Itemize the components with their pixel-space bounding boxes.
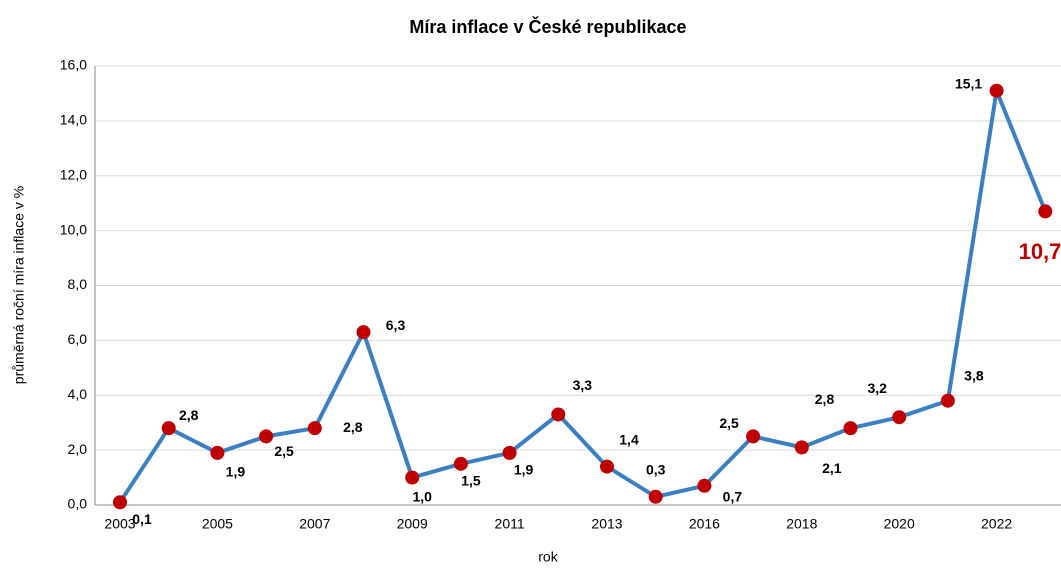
data-label: 0,1 <box>132 511 152 527</box>
data-label: 2,8 <box>815 391 835 407</box>
data-label: 2,5 <box>274 443 294 459</box>
y-tick-label: 2,0 <box>68 441 88 457</box>
marker <box>502 445 517 460</box>
data-label: 3,3 <box>573 377 593 393</box>
x-tick-label: 2007 <box>299 516 330 532</box>
marker <box>259 429 274 444</box>
x-tick-label: 2020 <box>884 516 915 532</box>
y-tick-label: 10,0 <box>60 221 87 237</box>
y-tick-label: 16,0 <box>60 57 87 73</box>
data-label: 3,2 <box>867 380 887 396</box>
data-label: 2,1 <box>822 460 842 476</box>
marker <box>113 495 127 510</box>
y-tick-label: 12,0 <box>60 166 87 182</box>
data-label: 1,9 <box>514 462 534 478</box>
marker <box>161 421 176 436</box>
marker <box>892 410 907 425</box>
marker <box>746 429 761 444</box>
data-label: 2,8 <box>343 419 363 435</box>
marker <box>648 489 663 504</box>
x-tick-label: 2009 <box>397 516 428 532</box>
marker <box>989 83 1004 98</box>
data-label: 2,5 <box>719 415 739 431</box>
x-tick-label: 2018 <box>786 516 817 532</box>
marker <box>307 421 322 436</box>
marker <box>405 470 420 485</box>
x-tick-label: 2022 <box>981 516 1012 532</box>
data-label: 0,7 <box>723 488 743 504</box>
data-label: 2,8 <box>179 407 199 423</box>
marker <box>600 459 614 474</box>
data-label: 1,5 <box>461 473 481 489</box>
marker <box>356 325 371 340</box>
x-tick-label: 2011 <box>495 516 525 532</box>
data-label: 1,4 <box>619 431 639 447</box>
marker <box>551 407 566 422</box>
x-tick-label: 2003 <box>104 516 135 532</box>
x-tick-label: 2013 <box>591 516 622 532</box>
marker <box>697 478 712 493</box>
y-tick-label: 8,0 <box>68 276 88 292</box>
x-tick-label: 2016 <box>689 516 720 532</box>
data-label: 6,3 <box>386 317 406 333</box>
marker <box>210 445 225 460</box>
y-tick-label: 14,0 <box>60 112 87 128</box>
marker <box>940 393 955 408</box>
data-label: 1,0 <box>412 488 432 504</box>
marker <box>843 421 858 436</box>
y-axis-label: průměrná roční míra inflace v % <box>11 186 27 384</box>
data-label: 1,9 <box>226 464 246 480</box>
data-label: 15,1 <box>955 75 982 91</box>
data-label: 3,8 <box>964 367 984 383</box>
chart-title: Míra inflace v České republikace <box>409 16 686 37</box>
y-tick-label: 4,0 <box>68 386 88 402</box>
data-label: 10,7 <box>1019 239 1061 264</box>
x-axis-label: rok <box>538 549 558 565</box>
marker <box>794 440 809 455</box>
marker <box>1038 204 1053 219</box>
y-tick-label: 0,0 <box>68 496 88 512</box>
y-tick-label: 6,0 <box>68 331 88 347</box>
data-label: 0,3 <box>646 461 666 477</box>
marker <box>453 456 468 471</box>
x-tick-label: 2005 <box>202 516 233 532</box>
line <box>118 88 1048 504</box>
